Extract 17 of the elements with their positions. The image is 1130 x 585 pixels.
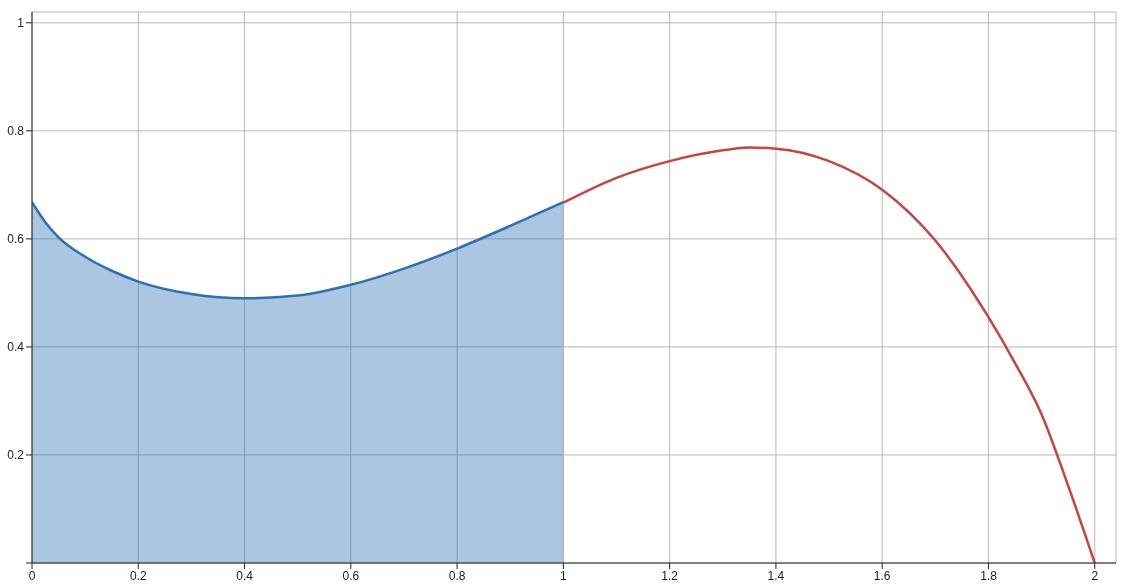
x-tick-label: 1 xyxy=(560,568,568,583)
y-tick-label: 0.8 xyxy=(7,124,25,139)
line-series xyxy=(562,146,1096,563)
x-tick-label: 1.2 xyxy=(661,568,679,583)
x-tick-label: 0 xyxy=(28,568,36,583)
y-tick-label: 0.2 xyxy=(7,448,25,463)
y-tick-label: 0.4 xyxy=(7,340,25,355)
x-tick-label: 1.4 xyxy=(767,568,785,583)
x-tick-label: 0.4 xyxy=(236,568,254,583)
y-tick-label: 0.6 xyxy=(7,232,25,247)
y-tick-label: 1 xyxy=(17,16,25,31)
x-tick-label: 1.6 xyxy=(873,568,891,583)
x-tick-label: 1.8 xyxy=(980,568,998,583)
x-tick-label: 0.8 xyxy=(448,568,466,583)
x-tick-label: 0.2 xyxy=(129,568,147,583)
x-tick-label: 0.6 xyxy=(342,568,360,583)
x-tick-label: 2 xyxy=(1091,568,1099,583)
